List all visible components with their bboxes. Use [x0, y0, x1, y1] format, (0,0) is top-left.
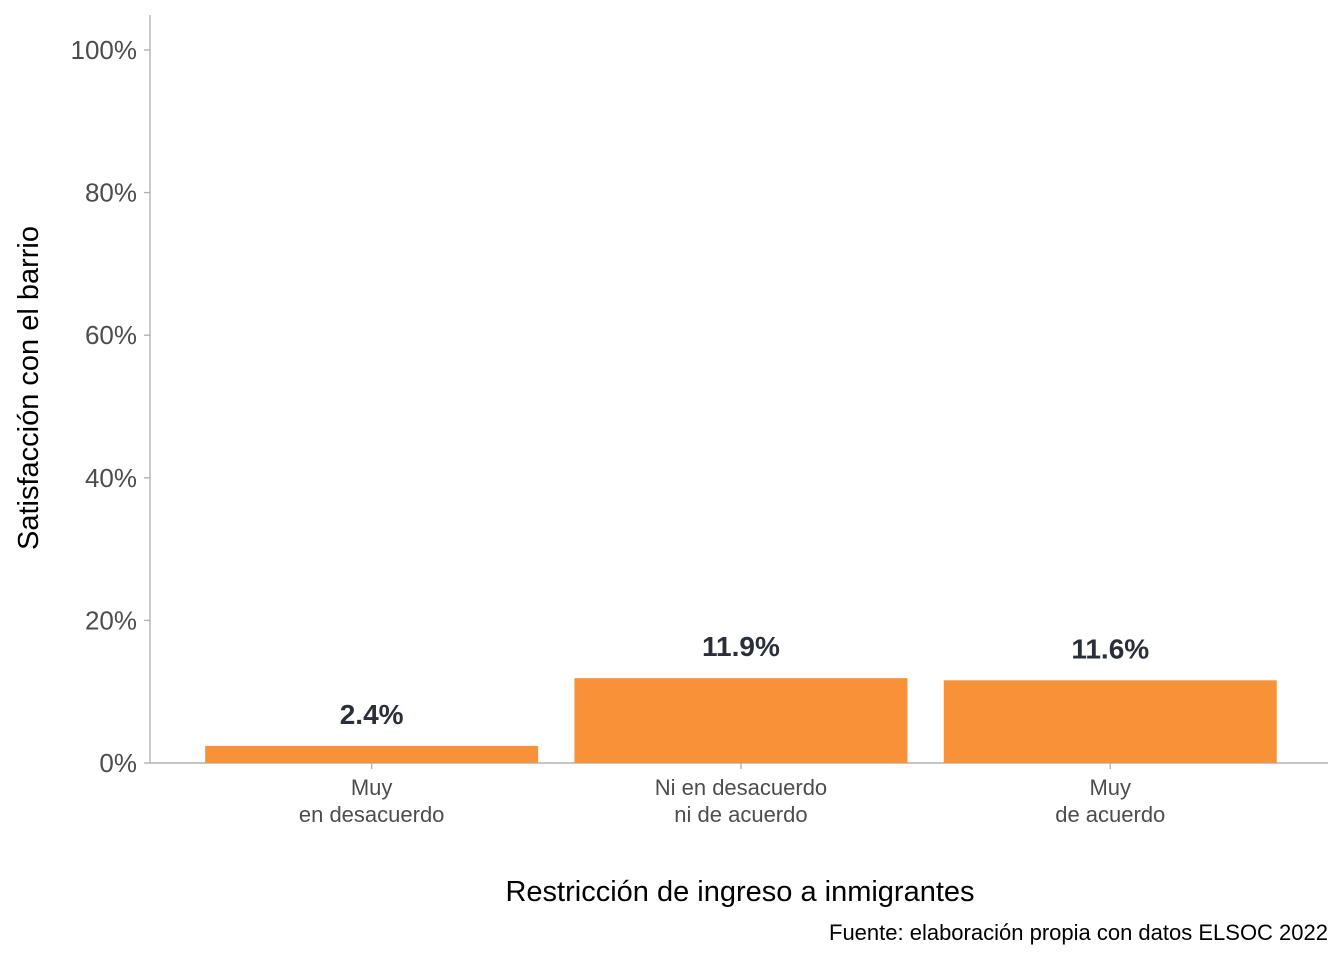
- data-label: 11.9%: [702, 631, 780, 662]
- y-tick-label: 20%: [85, 605, 137, 635]
- data-label: 11.6%: [1071, 633, 1149, 664]
- x-tick-label-line: de acuerdo: [1055, 802, 1165, 827]
- x-tick-label: Muy de acuerdo: [1055, 775, 1165, 827]
- y-tick-label: 80%: [85, 178, 137, 208]
- data-labels: 2.4% 11.9% 11.6%: [340, 631, 1150, 730]
- bar: [574, 678, 908, 763]
- source-caption: Fuente: elaboración propia con datos ELS…: [829, 920, 1328, 945]
- data-label: 2.4%: [340, 699, 404, 730]
- y-tick-label: 0%: [99, 748, 137, 778]
- y-axis: 0% 20% 40% 60% 80% 100%: [71, 15, 151, 778]
- x-tick-label-line: en desacuerdo: [299, 802, 445, 827]
- x-tick-label: Ni en desacuerdo ni de acuerdo: [655, 775, 827, 827]
- y-tick-label: 60%: [85, 320, 137, 350]
- x-tick-label-line: Ni en desacuerdo: [655, 775, 827, 800]
- x-tick-label-line: ni de acuerdo: [674, 802, 807, 827]
- x-tick-label: Muy en desacuerdo: [299, 775, 445, 827]
- bars: [205, 678, 1277, 763]
- bar: [205, 745, 539, 763]
- y-tick-label: 40%: [85, 463, 137, 493]
- x-tick-label-line: Muy: [351, 775, 393, 800]
- x-axis-title: Restricción de ingreso a inmigrantes: [505, 876, 974, 908]
- y-tick-label: 100%: [71, 35, 138, 65]
- bar: [943, 680, 1277, 763]
- y-axis-title: Satisfacción con el barrio: [13, 226, 45, 550]
- x-tick-label-line: Muy: [1089, 775, 1131, 800]
